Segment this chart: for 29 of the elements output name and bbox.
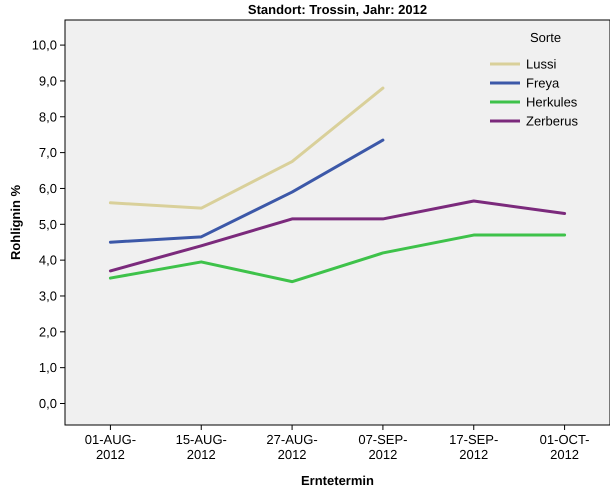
y-tick-label: 6,0 [38,181,57,196]
x-tick-label: 17-SEP-2012 [449,432,498,462]
y-tick-label: 8,0 [38,109,57,124]
y-tick-label: 3,0 [38,288,57,304]
line-series [108,138,384,244]
legend-label: Lussi [526,56,556,72]
legend-label: Zerberus [526,114,579,129]
x-tick-label: 15-AUG-2012 [176,432,227,462]
x-axis-title: Erntetermin [301,473,374,488]
line-series [108,86,384,210]
y-tick-label: 1,0 [38,360,57,376]
y-tick-label: 10,0 [32,38,57,53]
y-tick-label: 9,0 [38,73,57,88]
y-tick-label: 7,0 [38,145,57,160]
legend-title: Sorte [530,30,562,45]
y-tick-label: 0,0 [38,396,57,412]
line-series [108,234,566,284]
y-tick-label: 4,0 [38,252,57,268]
line-series [108,199,566,272]
y-tick-label: 5,0 [38,216,57,232]
legend-label: Freya [526,76,560,91]
x-tick-label: 01-OCT-2012 [540,432,590,462]
chart-title: Standort: Trossin, Jahr: 2012 [248,2,428,17]
x-tick-label: 27-AUG-2012 [266,432,318,462]
y-axis-title: Rohlignin % [8,184,23,260]
x-tick-label: 07-SEP-2012 [358,432,408,462]
legend-label: Herkules [526,94,578,110]
x-tick-label: 01-AUG-2012 [84,432,136,462]
y-tick-label: 2,0 [38,324,57,340]
